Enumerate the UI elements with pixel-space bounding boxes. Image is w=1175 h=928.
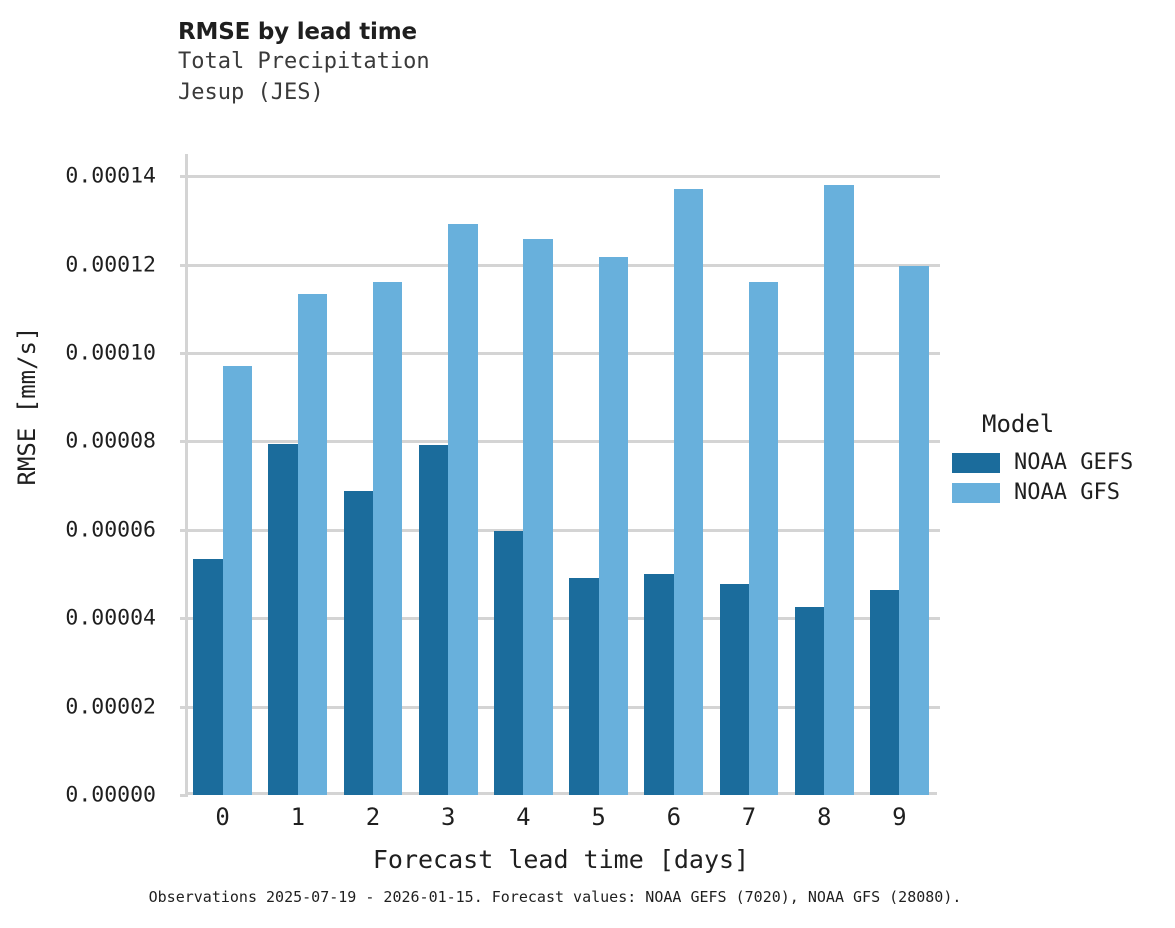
bar — [749, 282, 779, 795]
x-axis-tick-label: 8 — [816, 803, 832, 831]
y-axis-tick-mark — [180, 263, 188, 267]
legend-entries: NOAA GEFS NOAA GFS — [952, 450, 1167, 505]
bar — [418, 445, 449, 795]
gridline — [188, 351, 940, 355]
legend-title: Model — [982, 410, 1055, 438]
bar — [268, 444, 298, 795]
bar — [523, 239, 553, 795]
x-axis-tick-label: 6 — [666, 803, 682, 831]
bar — [794, 606, 825, 795]
legend: Model NOAA GEFS NOAA GFS — [952, 410, 1167, 510]
y-axis-tick-mark — [180, 617, 188, 621]
y-axis-tick-label: 0.00002 — [65, 694, 156, 720]
gridline — [188, 175, 940, 179]
gridline — [188, 528, 940, 532]
bar — [222, 365, 252, 795]
x-axis-tick-label: 2 — [365, 803, 381, 831]
chart-subtitle-station: Jesup (JES) — [178, 80, 324, 106]
gridline — [188, 617, 940, 621]
x-axis-tick-label: 0 — [215, 803, 230, 831]
y-axis-tick-mark — [180, 794, 188, 797]
legend-entry[interactable]: NOAA GFS — [952, 480, 1167, 505]
bar — [343, 490, 373, 795]
y-axis-tick-mark — [180, 175, 188, 179]
y-axis-tick-mark — [180, 351, 188, 355]
bar — [899, 266, 929, 795]
bar — [598, 257, 628, 795]
y-axis-tick-label: 0.00008 — [65, 428, 156, 454]
y-axis-tick-label: 0.00004 — [65, 605, 156, 631]
y-axis-label: RMSE [mm/s] — [13, 326, 41, 486]
bars-layer — [185, 154, 937, 795]
page-title: RMSE by lead time — [178, 19, 417, 45]
gridline — [188, 263, 940, 267]
legend-label: NOAA GEFS — [1014, 450, 1134, 475]
y-axis-tick-mark — [180, 528, 188, 532]
y-axis-tick-label: 0.00014 — [65, 163, 156, 189]
x-axis-tick-label: 4 — [516, 803, 531, 831]
x-axis-tick-label: 9 — [892, 803, 907, 831]
bar — [673, 188, 704, 795]
title-block: RMSE by lead time Total Precipitation Je… — [178, 18, 938, 109]
bar — [297, 293, 328, 795]
chart-subtitle-variable: Total Precipitation — [178, 49, 430, 75]
bar — [373, 282, 403, 795]
y-axis-tick-label: 0.00012 — [65, 252, 156, 278]
legend-swatch — [952, 482, 1000, 503]
x-axis-tick-label: 5 — [591, 803, 606, 831]
bar — [719, 584, 749, 795]
x-axis-tick-labels: 0 1 2 3 4 5 6 7 8 9 — [185, 803, 937, 837]
y-axis-tick-label: 0.00006 — [65, 517, 156, 543]
bar — [494, 531, 524, 795]
legend-entry[interactable]: NOAA GEFS — [952, 450, 1167, 475]
x-axis-tick-label: 3 — [440, 803, 456, 831]
gridline — [188, 705, 940, 709]
y-axis-tick-mark — [180, 440, 188, 444]
x-axis-tick-label: 1 — [290, 803, 306, 831]
y-axis-tick-labels: 0.00000 0.00002 0.00004 0.00006 0.00008 0.000… — [0, 154, 170, 808]
bar — [644, 573, 674, 795]
legend-label: NOAA GFS — [1014, 480, 1120, 505]
bar — [569, 578, 599, 795]
y-axis-tick-label: 0.00010 — [65, 340, 156, 366]
bar — [448, 223, 478, 795]
bar — [870, 590, 900, 795]
bar — [193, 559, 223, 795]
legend-swatch — [952, 452, 1000, 473]
footer-caption: Observations 2025-07-19 - 2026-01-15. Fo… — [148, 888, 962, 906]
bar — [824, 184, 854, 795]
x-axis-label: Forecast lead time [days] — [372, 845, 750, 874]
y-axis-tick-mark — [180, 705, 188, 709]
y-axis-tick-label: 0.00000 — [65, 782, 156, 808]
x-axis-tick-label: 7 — [741, 803, 757, 831]
plot-area — [180, 154, 940, 797]
gridline — [188, 440, 940, 444]
